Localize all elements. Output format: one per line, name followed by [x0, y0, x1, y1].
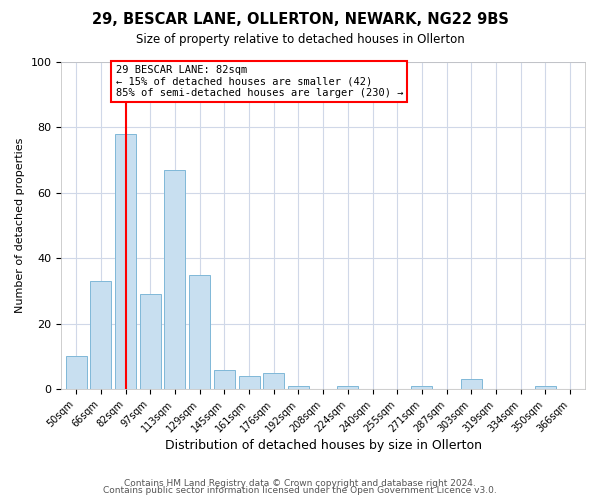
Bar: [164, 170, 185, 389]
Text: Contains public sector information licensed under the Open Government Licence v3: Contains public sector information licen…: [103, 486, 497, 495]
Bar: [189, 274, 210, 389]
Bar: [288, 386, 309, 389]
Text: Size of property relative to detached houses in Ollerton: Size of property relative to detached ho…: [136, 32, 464, 46]
Bar: [263, 373, 284, 389]
X-axis label: Distribution of detached houses by size in Ollerton: Distribution of detached houses by size …: [164, 440, 482, 452]
Bar: [115, 134, 136, 389]
Bar: [535, 386, 556, 389]
Bar: [214, 370, 235, 389]
Bar: [461, 380, 482, 389]
Bar: [91, 281, 112, 389]
Bar: [412, 386, 433, 389]
Bar: [239, 376, 260, 389]
Text: 29, BESCAR LANE, OLLERTON, NEWARK, NG22 9BS: 29, BESCAR LANE, OLLERTON, NEWARK, NG22 …: [92, 12, 508, 28]
Bar: [140, 294, 161, 389]
Bar: [65, 356, 86, 389]
Bar: [337, 386, 358, 389]
Text: Contains HM Land Registry data © Crown copyright and database right 2024.: Contains HM Land Registry data © Crown c…: [124, 478, 476, 488]
Text: 29 BESCAR LANE: 82sqm
← 15% of detached houses are smaller (42)
85% of semi-deta: 29 BESCAR LANE: 82sqm ← 15% of detached …: [116, 65, 403, 98]
Y-axis label: Number of detached properties: Number of detached properties: [15, 138, 25, 313]
